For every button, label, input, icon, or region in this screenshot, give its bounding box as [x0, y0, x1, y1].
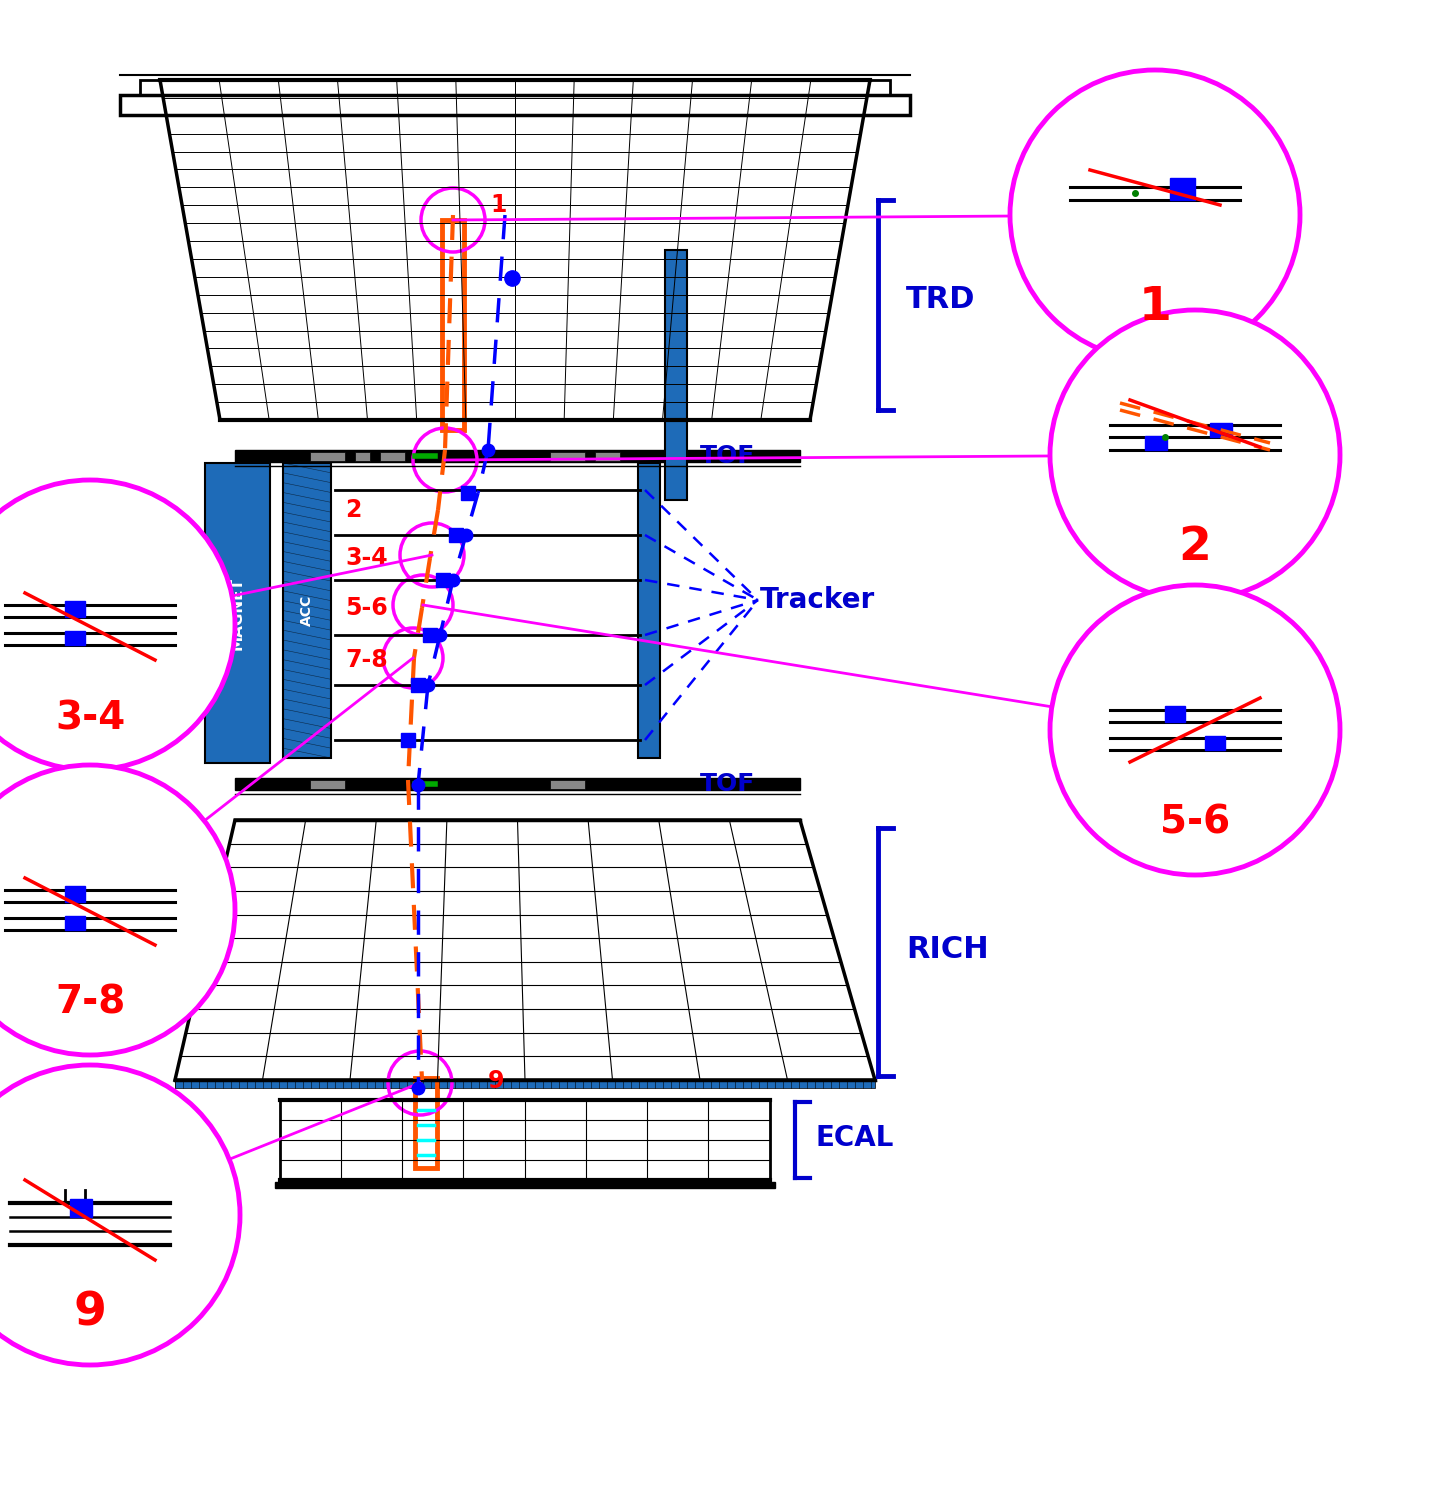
Text: 2: 2 — [345, 498, 362, 522]
Bar — [550, 452, 585, 461]
Bar — [639, 464, 660, 758]
Circle shape — [1050, 311, 1339, 600]
Bar — [140, 80, 891, 95]
Text: ACC: ACC — [300, 594, 314, 626]
Bar — [175, 1080, 875, 1088]
Text: 7-8: 7-8 — [345, 648, 388, 672]
Bar — [65, 632, 85, 645]
Text: 5-6: 5-6 — [1160, 804, 1229, 843]
Bar — [442, 220, 463, 429]
Bar — [235, 779, 799, 791]
Text: 7-8: 7-8 — [55, 984, 125, 1022]
Bar — [279, 1100, 770, 1180]
Text: TOF: TOF — [699, 773, 756, 796]
Bar — [310, 452, 345, 461]
Bar — [1145, 435, 1167, 450]
Bar — [665, 250, 686, 499]
Bar — [206, 464, 269, 762]
Circle shape — [0, 480, 235, 770]
Bar — [1166, 706, 1184, 722]
Text: 1: 1 — [489, 193, 507, 217]
Text: 1: 1 — [1138, 285, 1171, 330]
Bar — [423, 629, 437, 642]
Text: 2: 2 — [1179, 526, 1212, 571]
Circle shape — [0, 1065, 240, 1366]
Bar — [65, 886, 85, 902]
Bar — [411, 678, 426, 692]
Text: TRD: TRD — [906, 285, 976, 315]
Bar — [401, 733, 416, 747]
Text: 3-4: 3-4 — [345, 545, 388, 571]
Text: RICH: RICH — [906, 936, 989, 964]
Bar — [1211, 424, 1232, 437]
Bar — [1170, 178, 1195, 201]
Bar — [235, 450, 799, 462]
Bar — [355, 452, 371, 461]
Circle shape — [0, 765, 235, 1055]
Text: 9: 9 — [488, 1068, 504, 1094]
Text: 9: 9 — [74, 1290, 107, 1336]
Bar — [65, 600, 85, 617]
Circle shape — [1050, 585, 1339, 875]
Bar — [550, 780, 585, 789]
Bar — [310, 780, 345, 789]
Bar — [65, 915, 85, 930]
Bar — [282, 464, 332, 758]
Bar — [436, 574, 450, 587]
Bar — [70, 1199, 93, 1217]
Text: 3-4: 3-4 — [55, 698, 125, 737]
Text: Tracker: Tracker — [760, 585, 875, 614]
Bar — [595, 452, 620, 461]
Bar — [460, 486, 475, 499]
Circle shape — [1011, 70, 1300, 360]
Bar — [379, 452, 405, 461]
Text: TOF: TOF — [699, 444, 756, 468]
Bar — [1205, 736, 1225, 750]
Text: ECAL: ECAL — [815, 1123, 893, 1152]
Bar — [120, 95, 909, 114]
Text: MAGNET: MAGNET — [230, 577, 245, 649]
Bar — [416, 1077, 437, 1168]
Bar — [449, 528, 463, 542]
Bar — [275, 1181, 775, 1187]
Text: 5-6: 5-6 — [345, 596, 388, 620]
